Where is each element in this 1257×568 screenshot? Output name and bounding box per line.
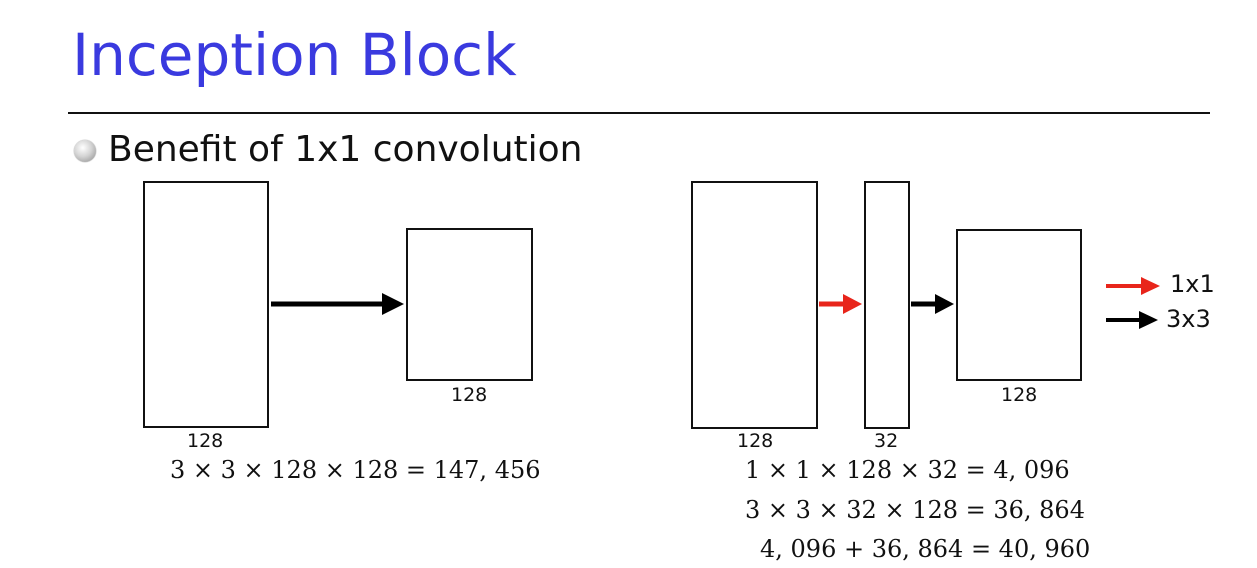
right-input-label: 128 bbox=[737, 430, 774, 452]
right-output-volume bbox=[956, 229, 1082, 381]
left-3x3-arrow bbox=[271, 293, 404, 315]
bullet-icon bbox=[74, 140, 96, 162]
legend-arrow-1x1 bbox=[1106, 277, 1160, 295]
left-input-label: 128 bbox=[187, 430, 224, 452]
right-equation-total: 4, 096 + 36, 864 = 40, 960 bbox=[760, 535, 1091, 563]
right-bottleneck-volume bbox=[864, 181, 910, 429]
legend-arrow-3x3 bbox=[1106, 311, 1158, 329]
left-output-label: 128 bbox=[451, 384, 488, 406]
left-input-volume bbox=[143, 181, 269, 428]
legend-label-3x3: 3x3 bbox=[1166, 305, 1211, 333]
left-equation: 3 × 3 × 128 × 128 = 147, 456 bbox=[170, 456, 541, 484]
right-1x1-arrow bbox=[819, 294, 862, 314]
right-equation-1x1: 1 × 1 × 128 × 32 = 4, 096 bbox=[745, 456, 1070, 484]
left-output-volume bbox=[406, 228, 533, 381]
title-divider bbox=[68, 112, 1210, 114]
right-3x3-arrow bbox=[911, 294, 954, 314]
right-input-volume bbox=[691, 181, 818, 429]
right-output-label: 128 bbox=[1001, 384, 1038, 406]
legend-label-1x1: 1x1 bbox=[1170, 270, 1215, 298]
bullet-text: Benefit of 1x1 convolution bbox=[108, 129, 583, 170]
right-middle-label: 32 bbox=[874, 430, 899, 452]
slide-title: Inception Block bbox=[72, 21, 517, 89]
right-equation-3x3: 3 × 3 × 32 × 128 = 36, 864 bbox=[745, 496, 1085, 524]
